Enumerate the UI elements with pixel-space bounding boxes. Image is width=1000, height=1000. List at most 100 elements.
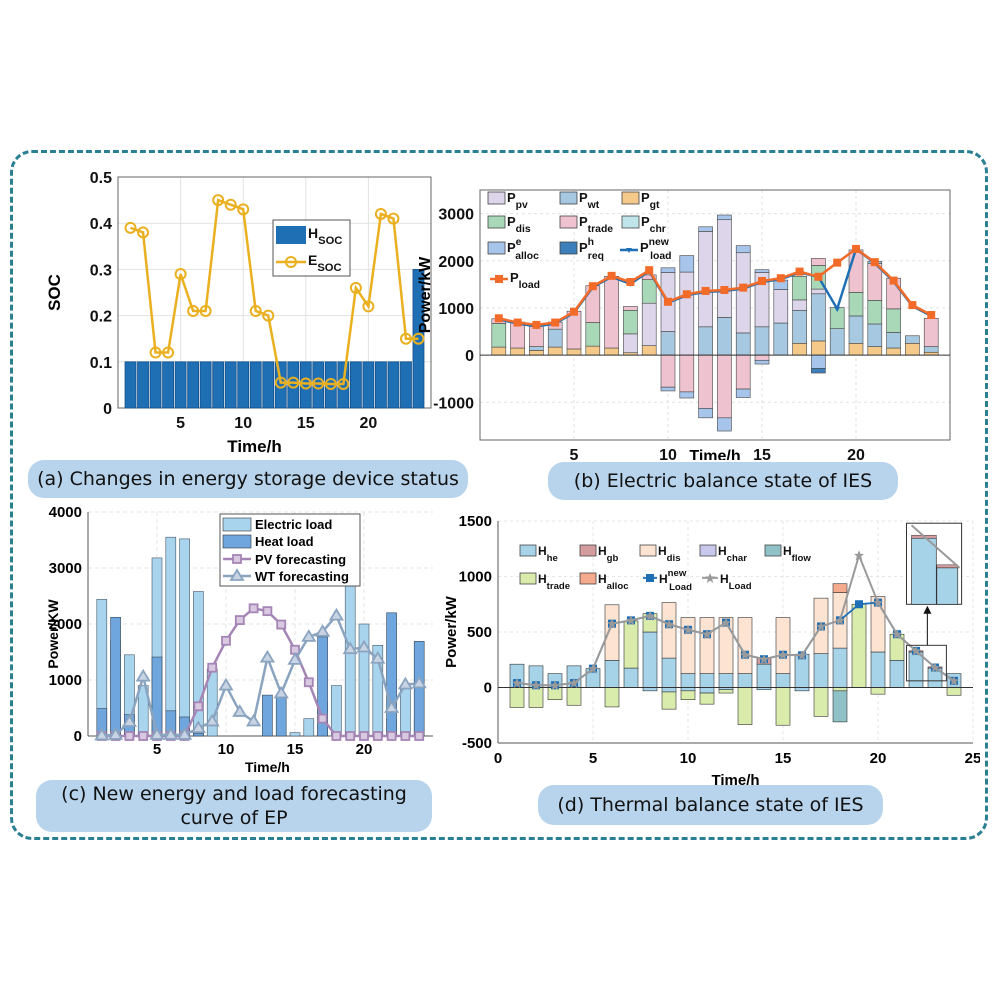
- point-p-load: [682, 290, 691, 299]
- caption-c-line1: (c) New energy and load forecasting: [61, 783, 407, 805]
- bar-segment-p-alloc-e: [698, 226, 713, 232]
- bar-segment-h-he: [737, 673, 753, 688]
- x-tick-label: 10: [659, 447, 677, 460]
- bar-heat-load: [413, 641, 425, 737]
- point-h-load: [531, 680, 541, 691]
- x-tick-label: 0: [494, 750, 502, 767]
- point-e-soc: [274, 376, 287, 389]
- legend-swatch-h-trade: [519, 572, 537, 585]
- bar-segment-p-gt: [547, 346, 563, 356]
- legend-label-h-alloc: Halloc: [598, 572, 629, 592]
- plot-border: [117, 176, 432, 409]
- bar-heat-load: [262, 694, 273, 737]
- bar-heat-load: [275, 694, 287, 737]
- y-tick-label: 1000: [459, 569, 492, 586]
- legend-label-e-soc: ESOC: [308, 252, 342, 274]
- legend: Electric load Heat load PV forecasting WT f…: [219, 513, 361, 587]
- point-p-load: [607, 271, 616, 280]
- y-tick-label: 0: [103, 401, 112, 418]
- point-pv-forecasting: [193, 701, 204, 712]
- x-tick-label: 5: [570, 447, 579, 460]
- point-h-load: [607, 618, 617, 629]
- y-axis-label: Power/kW: [417, 256, 434, 333]
- bar-segment-p-alloc-e: [735, 245, 751, 254]
- bar-segment-p-pv: [698, 231, 713, 328]
- bar-segment-p-gt: [886, 347, 901, 356]
- line-h-load: [516, 552, 955, 687]
- point-e-soc: [299, 377, 312, 390]
- point-p-load: [739, 283, 748, 292]
- bar-segment-p-alloc-e: [660, 267, 676, 273]
- bar-neg-segment-p-alloc-e: [811, 354, 826, 369]
- bar-segment-h-he: [889, 660, 905, 688]
- bar-neg-segment-p-trade: [679, 354, 695, 393]
- x-tick-label: 20: [356, 741, 373, 758]
- point-wt-forecasting: [397, 676, 413, 690]
- bar-h-soc: [262, 361, 275, 409]
- bar-segment-p-dis: [792, 276, 807, 301]
- point-wt-forecasting: [163, 727, 179, 740]
- point-e-soc: [174, 268, 187, 281]
- point-p-load: [814, 272, 823, 281]
- point-p-load: [664, 297, 672, 306]
- bar-segment-p-gt: [529, 350, 544, 356]
- point-pv-forecasting: [331, 731, 342, 741]
- bar-neg-segment-h-trade: [509, 687, 525, 708]
- point-h-load: [759, 654, 769, 665]
- legend-swatch: [487, 241, 506, 255]
- bar-neg-segment-h-he: [661, 687, 677, 693]
- point-wt-forecasting: [204, 713, 220, 727]
- bar-segment-h-he: [832, 647, 848, 688]
- bar-h-soc: [149, 361, 162, 409]
- point-wt-forecasting: [108, 727, 124, 740]
- point-e-soc: [212, 194, 225, 207]
- x-tick-label: 20: [360, 415, 378, 432]
- bar-neg-segment-p-trade: [698, 354, 713, 409]
- legend-swatch: [621, 191, 640, 205]
- bar-neg-segment-p-alloc-e: [735, 388, 751, 398]
- x-axis-label: Time/h: [711, 772, 759, 785]
- bar-segment-h-dis: [870, 596, 886, 653]
- point-h-load: [797, 650, 807, 661]
- point-p-load: [908, 301, 917, 310]
- caption-a: (a) Changes in energy storage device sta…: [28, 460, 468, 498]
- point-p-load: [927, 311, 936, 319]
- legend-label: Ptrade: [579, 214, 613, 235]
- legend-swatch-heat-load: [222, 534, 252, 549]
- y-tick-label: 3000: [49, 560, 82, 577]
- x-tick-label: 5: [589, 750, 597, 767]
- point-pv-forecasting: [262, 606, 273, 617]
- line-wt-forecasting: [101, 613, 420, 737]
- bar-neg-segment-p-trade: [754, 354, 770, 361]
- caption-b: (b) Electric balance state of IES: [548, 462, 898, 500]
- legend-label: Pwt: [579, 190, 600, 211]
- bar-segment-h-he: [908, 651, 924, 688]
- bar-electric-load: [331, 685, 342, 737]
- y-tick-label: 1000: [438, 301, 474, 318]
- chart-b-electric-balance: 5 10 15 20 -1000 0 1000 2000 3000 Time/h Power/kW P…: [417, 189, 951, 460]
- bar-segment-h-he: [718, 673, 734, 688]
- point-h-load: [854, 550, 864, 561]
- bar-segment-p-gt: [867, 346, 883, 356]
- bar-segment-p-dis: [491, 323, 507, 348]
- legend-swatch: [559, 241, 578, 255]
- x-tick-label: 15: [297, 415, 315, 432]
- point-e-soc: [262, 309, 275, 322]
- point-e-soc: [412, 332, 425, 345]
- point-h-load: [892, 629, 902, 640]
- point-e-soc: [287, 376, 300, 389]
- point-wt-forecasting: [342, 641, 358, 655]
- chart-a-energy-storage-soc: 5 10 15 20 0 0.1 0.2 0.3 0.4 0.5 Time/h SOC HSOC ESOC: [45, 170, 432, 456]
- legend-swatch-h-alloc: [579, 572, 597, 585]
- bar-segment-h-he: [623, 667, 639, 688]
- x-tick-label: 5: [153, 741, 161, 758]
- legend-marker-p-load-new: [626, 248, 632, 253]
- bar-segment-p-gt: [566, 348, 582, 356]
- point-h-load: [835, 615, 845, 626]
- bar-segment-p-wt: [717, 317, 732, 356]
- point-pv-forecasting: [414, 731, 425, 741]
- bar-neg-segment-h-trade: [813, 687, 829, 717]
- bar-h-soc: [362, 361, 375, 409]
- bar-h-soc: [224, 361, 237, 409]
- legend-marker-pv: [232, 554, 242, 564]
